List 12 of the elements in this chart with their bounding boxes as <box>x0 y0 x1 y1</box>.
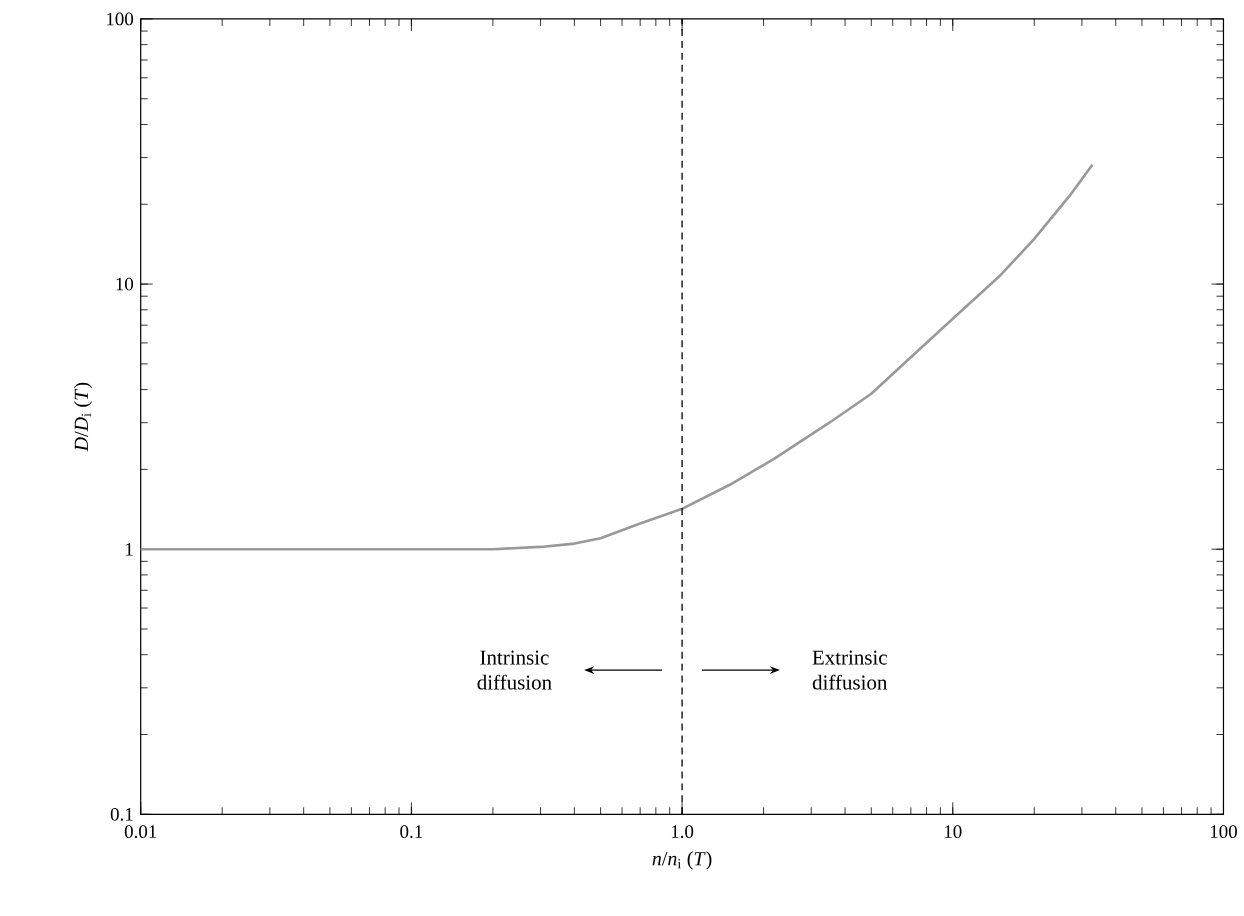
annotation: Extrinsic diffusion <box>812 650 888 690</box>
y-tick-label: 0.1 <box>110 807 133 821</box>
y-tick-label: 10 <box>116 277 134 291</box>
x-tick-label: 1.0 <box>671 825 694 839</box>
x-axis-title: n/n$_{i}$ (T) <box>652 851 712 870</box>
x-tick-label: 10 <box>944 825 962 838</box>
y-tick-label: 1 <box>125 542 133 556</box>
x-tick-label: 0.1 <box>400 825 423 839</box>
x-tick-label: 0.01 <box>124 825 157 839</box>
annotation: Intrinsic diffusion <box>477 650 552 690</box>
y-tick-label: 100 <box>107 12 134 26</box>
x-tick-label: 100 <box>1210 825 1237 838</box>
